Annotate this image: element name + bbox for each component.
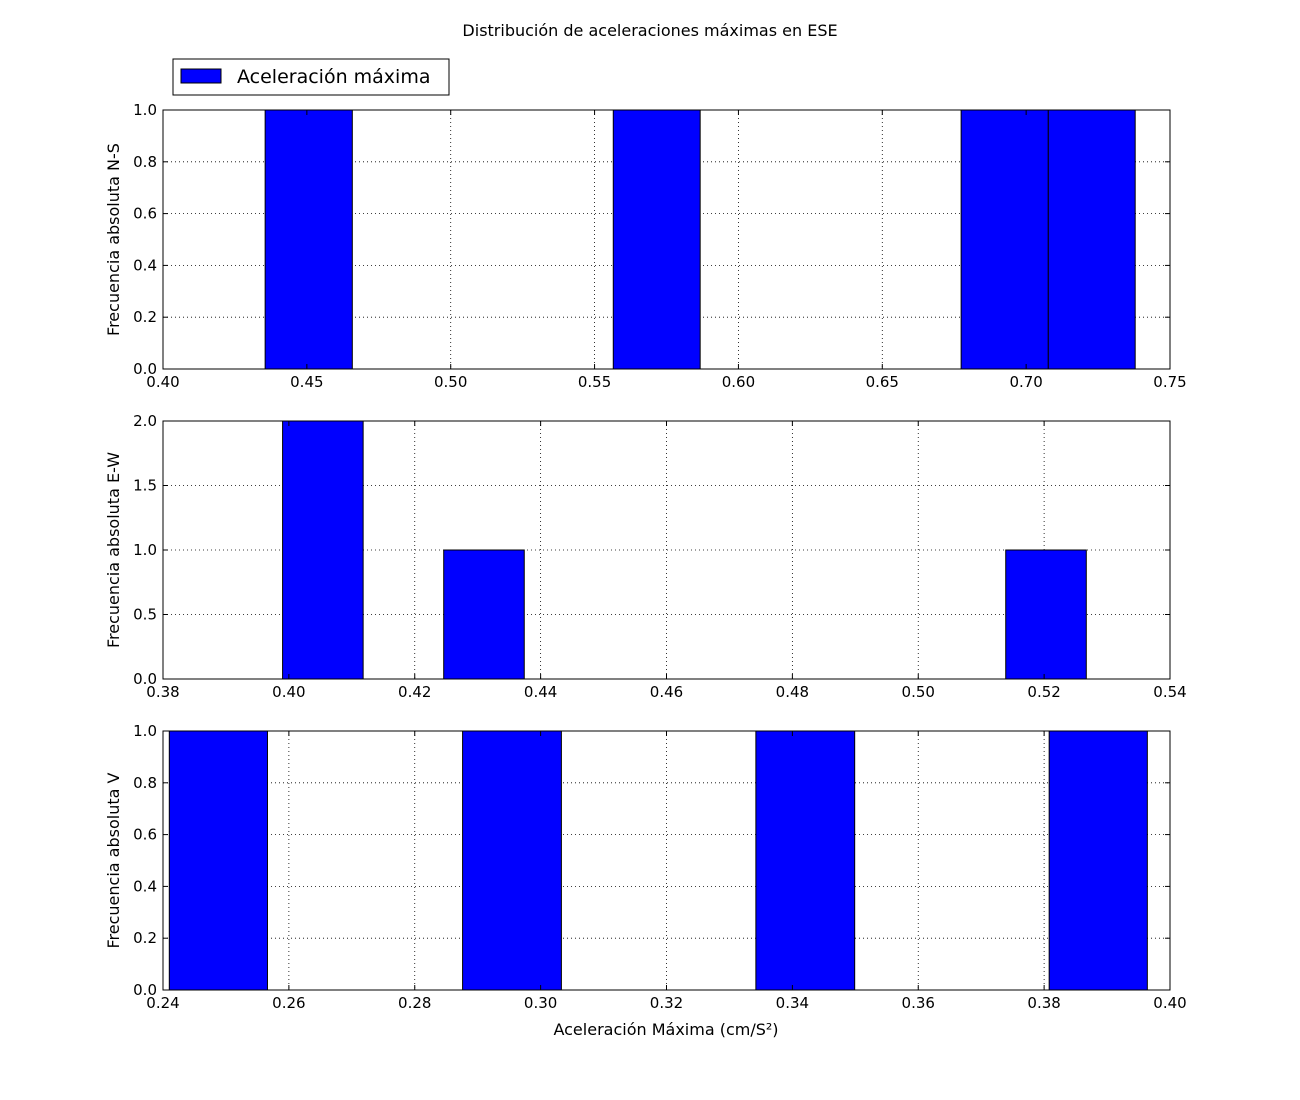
x-axis-label: Aceleración Máxima (cm/S²) bbox=[553, 1020, 778, 1039]
axes-frame bbox=[162, 109, 1171, 370]
plot-area bbox=[163, 731, 1170, 990]
x-tick-label: 0.30 bbox=[524, 994, 557, 1012]
y-tick-label: 0.2 bbox=[133, 308, 157, 326]
x-tick-label: 0.52 bbox=[1027, 683, 1060, 701]
x-tick-label: 0.75 bbox=[1153, 373, 1186, 391]
x-tick-label: 0.38 bbox=[1027, 994, 1060, 1012]
x-tick-label: 0.34 bbox=[776, 994, 809, 1012]
chart-title: Distribución de aceleraciones máximas en… bbox=[462, 21, 837, 40]
histogram-bar bbox=[264, 109, 353, 370]
x-tick-label: 0.44 bbox=[524, 683, 557, 701]
legend-label: Aceleración máxima bbox=[237, 66, 430, 88]
y-tick-label: 0.6 bbox=[133, 826, 157, 844]
histogram-bar bbox=[755, 730, 856, 991]
panel-2: 0.38 0.40 0.42 0.44 0.46 0.48 0.50 0.52 0.54 0.0 0… bbox=[104, 412, 1187, 701]
panels-group: 0.40 0.45 0.50 0.55 0.60 0.65 0.70 0.750.00.20.… bbox=[104, 101, 1187, 1012]
legend-swatch bbox=[180, 68, 222, 84]
x-tick-label: 0.48 bbox=[776, 683, 809, 701]
x-tick-label: 0.65 bbox=[866, 373, 899, 391]
x-tick-label: 0.70 bbox=[1009, 373, 1042, 391]
y-tick-label: 0.4 bbox=[133, 256, 157, 274]
x-tick-label: 0.50 bbox=[434, 373, 467, 391]
x-tick-label: 0.40 bbox=[146, 373, 179, 391]
y-tick-label: 0.8 bbox=[133, 153, 157, 171]
x-tick-label: 0.28 bbox=[398, 994, 431, 1012]
x-tick-label: 0.50 bbox=[902, 683, 935, 701]
y-tick-label: 1.0 bbox=[133, 722, 157, 740]
x-tick-label: 0.42 bbox=[398, 683, 431, 701]
histogram-bar bbox=[443, 549, 525, 680]
histogram-bar bbox=[1047, 109, 1136, 370]
y-tick-label: 2.0 bbox=[133, 412, 157, 430]
y-tick-label: 1.5 bbox=[133, 477, 157, 495]
y-tick-label: 0.5 bbox=[133, 606, 157, 624]
y-tick-label: 0.6 bbox=[133, 205, 157, 223]
y-tick-label: 0.0 bbox=[133, 981, 157, 999]
y-tick-label: 0.2 bbox=[133, 929, 157, 947]
x-tick-label: 0.40 bbox=[272, 683, 305, 701]
y-axis-label: Frecuencia absoluta N-S bbox=[104, 143, 123, 336]
x-tick-label: 0.32 bbox=[650, 994, 683, 1012]
x-tick-label: 0.36 bbox=[902, 994, 935, 1012]
y-tick-label: 0.4 bbox=[133, 877, 157, 895]
y-tick-label: 0.0 bbox=[133, 670, 157, 688]
y-tick-label: 1.0 bbox=[133, 541, 157, 559]
histogram-bar bbox=[168, 730, 268, 991]
y-tick-label: 0.0 bbox=[133, 360, 157, 378]
y-tick-label: 0.8 bbox=[133, 774, 157, 792]
x-tick-label: 0.26 bbox=[272, 994, 305, 1012]
histogram-bar bbox=[612, 109, 701, 370]
y-axis-label: Frecuencia absoluta V bbox=[104, 772, 123, 948]
x-tick-label: 0.24 bbox=[146, 994, 179, 1012]
histogram-bar bbox=[1005, 549, 1087, 680]
legend: Aceleración máxima bbox=[172, 58, 450, 96]
y-tick-label: 1.0 bbox=[133, 101, 157, 119]
x-tick-label: 0.45 bbox=[290, 373, 323, 391]
y-axis-label: Frecuencia absoluta E-W bbox=[104, 452, 123, 648]
panel-1: 0.40 0.45 0.50 0.55 0.60 0.65 0.70 0.75 0.0 0.2 0.… bbox=[104, 101, 1187, 391]
histogram-bar bbox=[1048, 730, 1148, 991]
x-tick-label: 0.55 bbox=[578, 373, 611, 391]
x-tick-label: 0.40 bbox=[1153, 994, 1186, 1012]
x-tick-label: 0.46 bbox=[650, 683, 683, 701]
histogram-bar bbox=[282, 420, 364, 680]
panel-3: 0.24 0.26 0.28 0.30 0.32 0.34 0.36 0.38 0.40 0.0 0… bbox=[104, 722, 1187, 1012]
x-tick-label: 0.60 bbox=[722, 373, 755, 391]
x-tick-label: 0.54 bbox=[1153, 683, 1186, 701]
x-tick-label: 0.38 bbox=[146, 683, 179, 701]
histogram-bar bbox=[462, 730, 562, 991]
histogram-bar bbox=[960, 109, 1049, 370]
